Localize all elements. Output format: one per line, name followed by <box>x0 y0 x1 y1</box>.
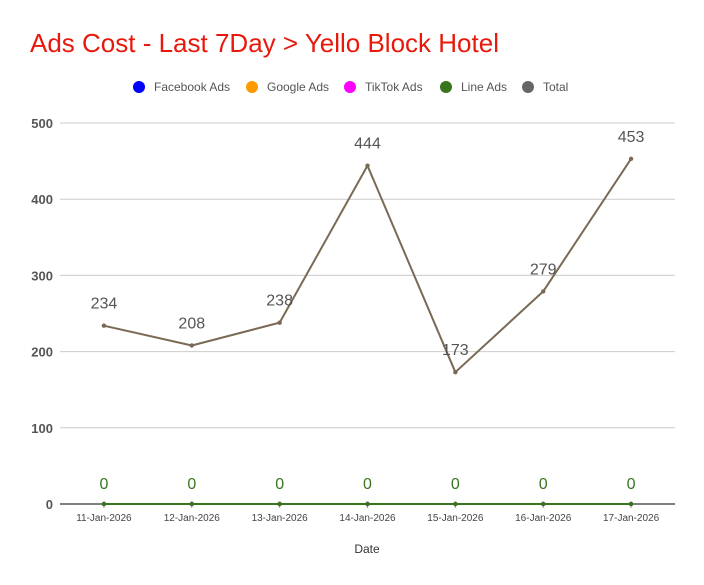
y-tick-label: 100 <box>31 421 53 436</box>
legend-swatch-facebook-ads <box>133 81 145 93</box>
y-tick-label: 0 <box>46 497 53 512</box>
legend-item-line-ads[interactable]: Line Ads <box>440 80 507 94</box>
data-label-total: 279 <box>530 261 557 278</box>
x-tick-label: 16-Jan-2026 <box>515 513 572 524</box>
legend-swatch-total <box>522 81 534 93</box>
legend-label-facebook-ads: Facebook Ads <box>154 80 231 94</box>
x-axis-ticks: 11-Jan-2026 12-Jan-2026 13-Jan-2026 14-Jan-… <box>76 504 660 524</box>
data-point-total[interactable] <box>541 289 546 294</box>
data-label-line-ads: 0 <box>539 476 548 493</box>
data-point-line-ads[interactable] <box>453 501 458 507</box>
x-tick-label: 14-Jan-2026 <box>339 513 396 524</box>
x-tick-label: 11-Jan-2026 <box>76 513 132 524</box>
data-point-total[interactable] <box>365 163 370 168</box>
x-axis-title: Date <box>354 542 380 556</box>
y-axis-ticks: 0 100 200 300 400 500 <box>31 116 53 512</box>
data-label-total: 238 <box>266 293 293 310</box>
data-label-line-ads: 0 <box>363 476 372 493</box>
data-label-total: 234 <box>91 296 118 313</box>
legend-label-tiktok-ads: TikTok Ads <box>365 80 423 94</box>
legend-item-total[interactable]: Total <box>522 80 568 94</box>
data-label-total: 173 <box>442 342 469 359</box>
y-tick-label: 400 <box>31 192 53 207</box>
y-tick-label: 500 <box>31 116 53 131</box>
legend-label-line-ads: Line Ads <box>461 80 508 94</box>
x-tick-label: 12-Jan-2026 <box>164 513 221 524</box>
legend-swatch-google-ads <box>246 81 258 93</box>
legend-item-facebook-ads[interactable]: Facebook Ads <box>133 80 230 94</box>
data-point-line-ads[interactable] <box>628 501 634 507</box>
data-labels: 0 0 0 0 0 0 0 234 208 238 444 173 279 453 <box>91 129 645 493</box>
data-point-total[interactable] <box>277 320 282 325</box>
x-tick-label: 15-Jan-2026 <box>427 513 484 524</box>
x-tick-label: 17-Jan-2026 <box>603 513 660 524</box>
legend-label-google-ads: Google Ads <box>267 80 330 94</box>
gridlines <box>60 122 675 505</box>
data-point-line-ads[interactable] <box>365 501 370 507</box>
y-tick-label: 300 <box>31 268 53 283</box>
legend-swatch-line-ads <box>440 81 452 93</box>
legend-item-google-ads[interactable]: Google Ads <box>246 80 329 94</box>
data-label-line-ads: 0 <box>187 476 196 493</box>
legend-swatch-tiktok-ads <box>344 81 356 93</box>
legend-item-tiktok-ads[interactable]: TikTok Ads <box>344 80 423 94</box>
data-point-line-ads[interactable] <box>541 501 546 507</box>
data-point-line-ads[interactable] <box>101 501 107 507</box>
data-label-line-ads: 0 <box>99 476 108 493</box>
data-label-line-ads: 0 <box>451 476 460 493</box>
data-point-line-ads[interactable] <box>189 501 194 507</box>
data-label-line-ads: 0 <box>275 476 284 493</box>
data-point-total[interactable] <box>189 343 194 348</box>
x-tick-label: 13-Jan-2026 <box>252 513 309 524</box>
data-point-total[interactable] <box>453 369 458 375</box>
chart-title: Ads Cost - Last 7Day > Yello Block Hotel <box>30 28 499 58</box>
data-label-total: 453 <box>618 129 645 146</box>
data-point-line-ads[interactable] <box>277 501 282 507</box>
data-point-total[interactable] <box>628 156 634 162</box>
data-label-total: 444 <box>354 136 381 153</box>
series-layer <box>101 156 634 507</box>
data-point-total[interactable] <box>101 323 107 328</box>
legend-label-total: Total <box>543 80 569 94</box>
chart-legend: Facebook Ads Google Ads TikTok Ads Line … <box>0 80 704 98</box>
y-tick-label: 200 <box>31 345 53 360</box>
data-label-line-ads: 0 <box>627 476 636 493</box>
data-label-total: 208 <box>178 316 205 333</box>
